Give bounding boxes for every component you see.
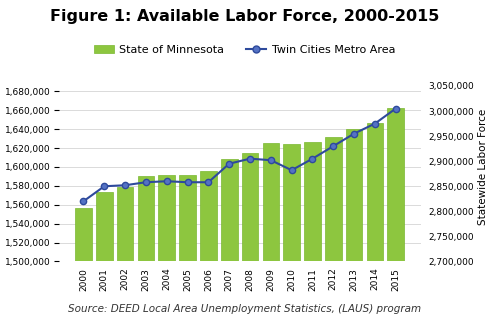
Bar — [304, 142, 320, 315]
Bar — [179, 175, 196, 315]
Text: Figure 1: Available Labor Force, 2000-2015: Figure 1: Available Labor Force, 2000-20… — [50, 9, 438, 25]
Legend: State of Minnesota, Twin Cities Metro Area: State of Minnesota, Twin Cities Metro Ar… — [89, 40, 399, 59]
Bar — [325, 137, 341, 315]
Bar — [345, 129, 362, 315]
Bar — [96, 192, 112, 315]
Bar — [241, 153, 258, 315]
Bar — [366, 123, 383, 315]
Bar — [386, 108, 403, 315]
Bar — [221, 159, 237, 315]
Text: Source: DEED Local Area Unemployment Statistics, (LAUS) program: Source: DEED Local Area Unemployment Sta… — [68, 304, 420, 314]
Bar — [75, 208, 92, 315]
Bar — [117, 187, 133, 315]
Bar — [200, 171, 216, 315]
Y-axis label: Statewide Labor Force: Statewide Labor Force — [477, 109, 487, 225]
Bar — [158, 175, 175, 315]
Bar — [137, 176, 154, 315]
Bar — [262, 143, 279, 315]
Y-axis label: Regional Labor Force: Regional Labor Force — [0, 112, 1, 221]
Bar — [283, 144, 299, 315]
